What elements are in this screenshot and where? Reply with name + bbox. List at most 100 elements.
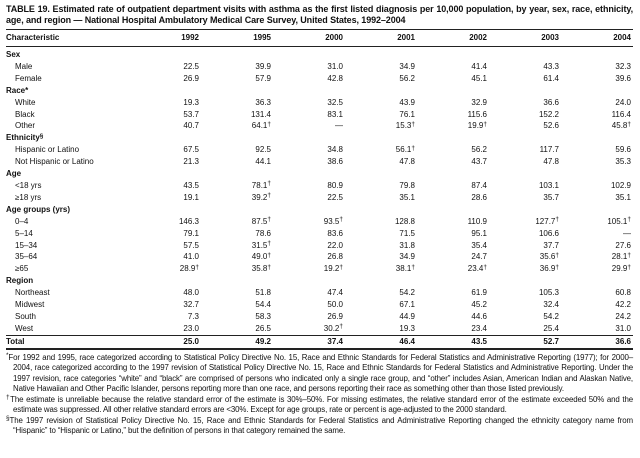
- cell: 31.0: [327, 61, 343, 71]
- cell: 37.7: [543, 240, 559, 250]
- cell: [201, 85, 273, 97]
- dagger-footnote-marker: †: [483, 120, 487, 128]
- cell: 23.0: [183, 323, 199, 333]
- cell: [345, 47, 417, 61]
- dagger-footnote-marker: †: [339, 216, 343, 224]
- dagger-footnote-marker: †: [267, 120, 271, 128]
- dagger-footnote-marker: †: [411, 120, 415, 128]
- cell: 35.8†: [251, 263, 271, 274]
- cell: 51.8: [255, 288, 271, 298]
- table-row: ≥65 28.9† 35.8† 19.2† 38.1† 23.4† 36.9† 29.9†: [6, 263, 633, 275]
- cell: 93.5†: [323, 216, 343, 226]
- cell: 49.0†: [251, 251, 271, 262]
- dagger-footnote-marker: †: [555, 216, 559, 224]
- dagger-footnote-marker: †: [339, 263, 343, 271]
- row-label: Black: [15, 109, 35, 119]
- cell: 19.9†: [467, 120, 487, 131]
- table-row: Age groups (yrs): [6, 204, 633, 216]
- cell: 22.5: [183, 61, 199, 71]
- cell: 71.5: [399, 228, 415, 238]
- row-label: Not Hispanic or Latino: [15, 157, 94, 167]
- cell: 103.1: [538, 180, 559, 190]
- cell: [417, 132, 489, 144]
- dagger-footnote-marker: †: [627, 216, 631, 224]
- table-row: Not Hispanic or Latino 21.3 44.1 38.6 47.8 43…: [6, 156, 633, 168]
- table-row: South 7.3 58.3 26.9 44.9 44.6 54.2 24.2: [6, 311, 633, 323]
- cell: 50.0: [327, 300, 343, 310]
- column-header: 2004: [613, 33, 631, 42]
- row-label: Sex: [6, 50, 21, 59]
- table-row: <18 yrs 43.5 78.1† 80.9 79.8 87.4 103.1 102.9: [6, 180, 633, 192]
- cell: 31.0: [615, 323, 631, 333]
- row-label: Total: [6, 334, 129, 350]
- column-header: Characteristic: [6, 33, 60, 42]
- dagger-footnote-marker: †: [267, 263, 271, 271]
- dagger-footnote-marker: †: [195, 263, 199, 271]
- column-header: 2000: [325, 33, 343, 42]
- cell: 44.1: [255, 157, 271, 167]
- cell: 46.4: [345, 334, 417, 350]
- cell: 57.5: [183, 240, 199, 250]
- cell: 53.7: [183, 109, 199, 119]
- column-header: 1992: [181, 33, 199, 42]
- dagger-footnote-marker: †: [267, 240, 271, 247]
- table-row: Race*: [6, 85, 633, 97]
- cell: 34.9: [399, 252, 415, 262]
- cell: 39.6: [615, 73, 631, 83]
- cell: 38.6: [327, 157, 343, 167]
- cell: [561, 132, 633, 144]
- cell: 56.1†: [395, 144, 415, 155]
- cell: 78.6: [255, 228, 271, 238]
- cell: [129, 47, 201, 61]
- cell: 44.9: [399, 311, 415, 321]
- cell: 23.4: [471, 323, 487, 333]
- cell: [489, 168, 561, 180]
- cell: 28.1†: [611, 251, 631, 262]
- document-page: TABLE 19. Estimated rate of outpatient d…: [6, 4, 633, 437]
- cell: 56.2: [399, 73, 415, 83]
- cell: [273, 275, 345, 287]
- cell: [417, 275, 489, 287]
- row-label: Region: [6, 276, 34, 286]
- row-label: South: [15, 311, 36, 321]
- cell: 83.1: [327, 109, 343, 119]
- cell: 35.6†: [539, 251, 559, 262]
- row-label: Ethnicity§: [6, 132, 44, 143]
- dagger-footnote-marker: †: [267, 216, 271, 224]
- cell: 34.8: [327, 145, 343, 155]
- cell: [201, 132, 273, 144]
- table-row: West 23.0 26.5 30.2† 19.3 23.4 25.4 31.0: [6, 323, 633, 335]
- dagger-footnote-marker: †: [627, 251, 631, 259]
- cell: [273, 204, 345, 216]
- cell: —: [623, 228, 631, 238]
- cell: [345, 132, 417, 144]
- cell: 80.9: [327, 180, 343, 190]
- row-label: Race*: [6, 85, 29, 95]
- footnotes: *For 1992 and 1995, race categorized acc…: [6, 352, 633, 437]
- cell: 146.3: [178, 216, 199, 226]
- footnote: *For 1992 and 1995, race categorized acc…: [6, 352, 633, 394]
- cell: 54.2: [399, 288, 415, 298]
- column-header: 2001: [397, 33, 415, 42]
- row-label: West: [15, 323, 34, 333]
- cell: 45.2: [471, 300, 487, 310]
- table-title: TABLE 19. Estimated rate of outpatient d…: [6, 4, 633, 25]
- row-label: ≥65: [15, 264, 29, 274]
- cell: 79.1: [183, 228, 199, 238]
- row-label: Female: [15, 73, 42, 83]
- table-header: Characteristic 1992 1995 2000 2001 2002 2003 20…: [6, 29, 633, 47]
- row-label: ≥18 yrs: [15, 192, 42, 202]
- table-row: Ethnicity§: [6, 132, 633, 144]
- table-row: Black 53.7 131.4 83.1 76.1 115.6 152.2 116.4: [6, 109, 633, 121]
- cell: 87.4: [471, 180, 487, 190]
- cell: 36.6: [561, 334, 633, 350]
- cell: [561, 85, 633, 97]
- cell: 127.7†: [535, 216, 559, 226]
- cell: 105.3: [538, 288, 559, 298]
- cell: 43.7: [471, 157, 487, 167]
- dagger-footnote-marker: †: [267, 251, 271, 259]
- cell: [417, 204, 489, 216]
- cell: 26.5: [255, 323, 271, 333]
- cell: 67.5: [183, 145, 199, 155]
- cell: [561, 168, 633, 180]
